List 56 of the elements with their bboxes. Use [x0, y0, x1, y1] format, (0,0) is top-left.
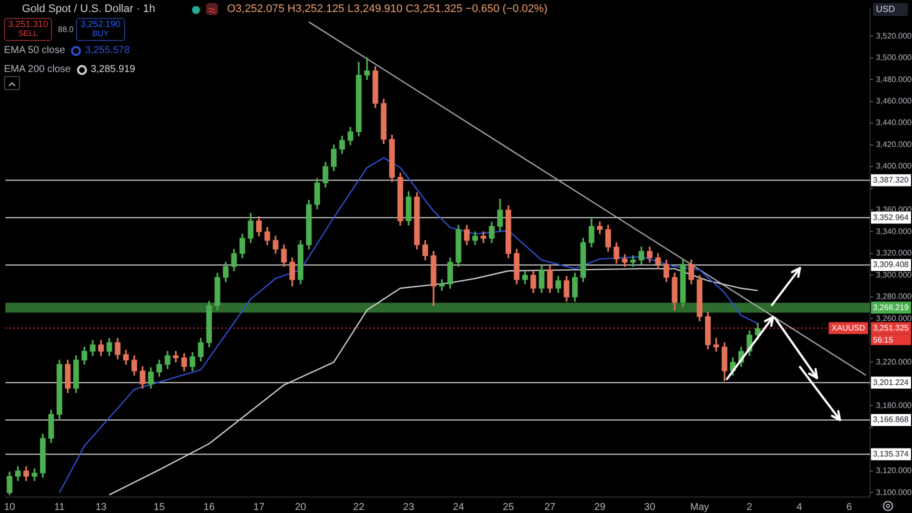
- annotation: 3,255.578: [85, 45, 130, 56]
- annotation: BUY: [91, 29, 110, 39]
- y-tick-label: 3,500.000: [876, 53, 912, 62]
- annotation: 3,285.919: [90, 64, 136, 75]
- x-tick-label: 20: [294, 502, 307, 513]
- ref-line-label: 3,387.320: [873, 176, 910, 185]
- y-tick-label: 3,280.000: [876, 292, 912, 302]
- ref-line-label: 3,251.325: [873, 323, 910, 332]
- annotation: XAUUSD: [832, 323, 866, 332]
- x-tick-label: May: [690, 502, 710, 513]
- ref-line-label: 3,352.964: [873, 212, 910, 222]
- y-tick-label: 3,300.000: [876, 270, 912, 280]
- y-tick-label: 3,440.000: [876, 118, 912, 128]
- x-tick-label: 25: [502, 502, 514, 513]
- y-tick-label: 3,260.000: [876, 314, 912, 323]
- ref-line-label: 3,166.868: [873, 415, 910, 424]
- ref-line-label: 3,309.408: [873, 260, 910, 270]
- legend-label: EMA 50 close: [4, 45, 66, 56]
- y-tick-label: 3,460.000: [876, 96, 912, 106]
- chart-title: Gold Spot / U.S. Dollar · 1h: [22, 3, 156, 15]
- annotation: 88.0: [58, 25, 74, 34]
- annotation: SELL: [17, 29, 39, 39]
- annotation: O3,252.075 H3,252.125 L3,249.910 C3,251.325 −0.650 (−0.02%): [227, 3, 548, 15]
- x-tick-label: 27: [544, 502, 556, 513]
- ref-line-label: 3,201.224: [873, 378, 910, 387]
- x-tick-label: 10: [4, 502, 16, 513]
- annotation: 3,251.310: [6, 19, 50, 29]
- y-tick-label: 3,480.000: [876, 74, 912, 84]
- x-tick-label: 17: [253, 502, 265, 513]
- ref-line-label: 3,135.374: [873, 449, 910, 458]
- y-tick-label: 3,180.000: [876, 400, 912, 410]
- x-tick-label: 4: [796, 502, 803, 513]
- y-tick-label: 3,340.000: [876, 226, 912, 236]
- x-tick-label: 23: [403, 502, 415, 513]
- x-tick-label: 6: [846, 502, 852, 513]
- x-tick-label: 11: [54, 502, 66, 513]
- text: 56:15: [873, 335, 894, 344]
- x-tick-label: 16: [204, 502, 216, 513]
- x-tick-label: 13: [95, 502, 108, 513]
- x-tick-label: 24: [452, 502, 464, 513]
- x-tick-label: 29: [594, 502, 606, 513]
- x-tick-label: 30: [644, 502, 656, 513]
- y-tick-label: 3,100.000: [876, 488, 912, 497]
- y-tick-label: 3,520.000: [876, 31, 912, 40]
- x-tick-label: 2: [746, 502, 753, 513]
- text: USD: [873, 3, 908, 16]
- x-tick-label: 15: [154, 502, 166, 513]
- y-tick-label: 3,220.000: [876, 357, 912, 366]
- y-tick-label: 3,400.000: [876, 162, 912, 171]
- band-label: 3,268.219: [873, 302, 910, 312]
- annotation: 3,252.190: [79, 19, 122, 29]
- legend-label: EMA 200 close: [4, 64, 71, 75]
- y-tick-label: 3,320.000: [876, 248, 912, 258]
- y-tick-label: 3,120.000: [876, 466, 912, 476]
- x-tick-label: 22: [353, 502, 365, 513]
- y-tick-label: 3,420.000: [876, 140, 912, 149]
